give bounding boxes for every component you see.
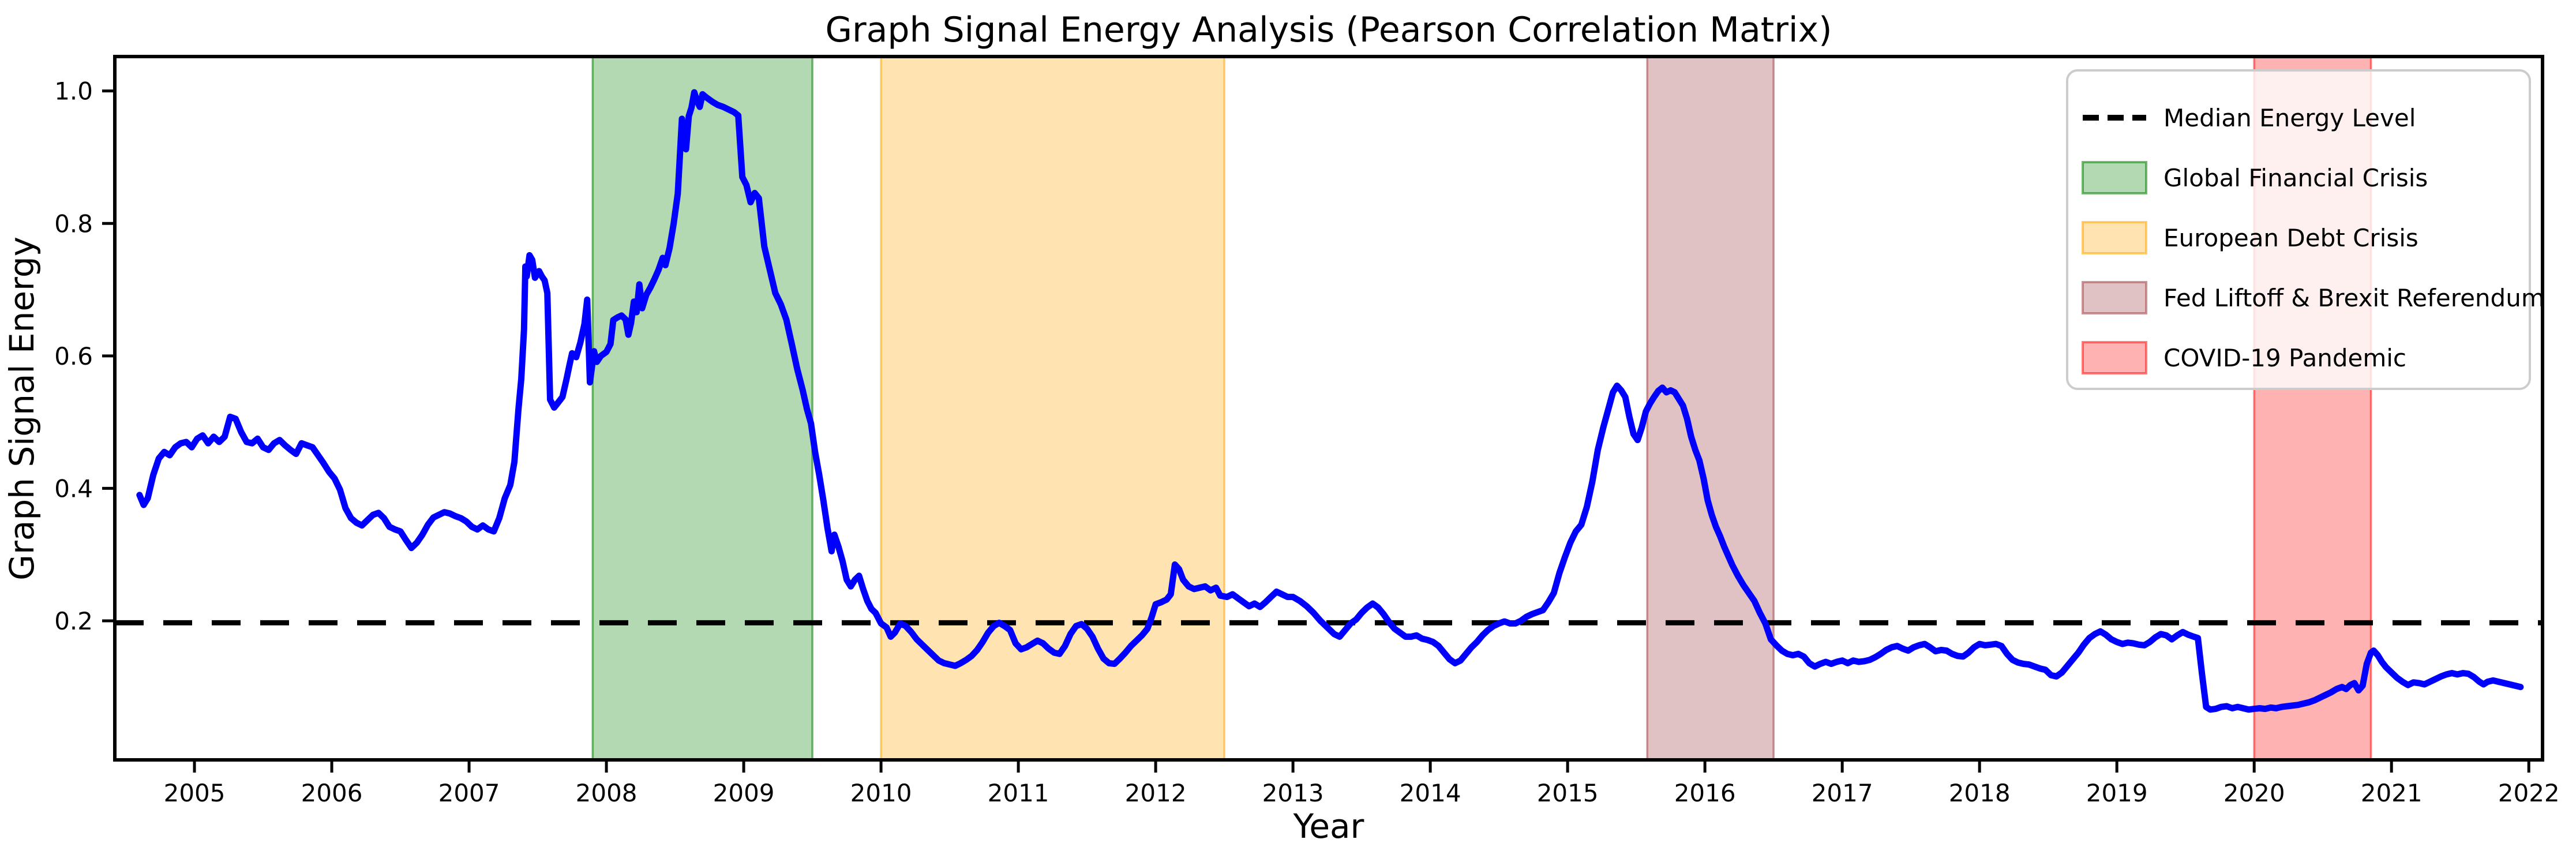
legend-handle-patch	[2082, 281, 2147, 314]
x-tick-label-2011: 2011	[988, 779, 1049, 807]
legend-box	[2066, 69, 2531, 390]
legend: Median Energy Level Global Financial Cris…	[2066, 69, 2545, 390]
legend-item-label: Median Energy Level	[2163, 104, 2416, 132]
data-line-graph-signal-energy	[136, 89, 2524, 713]
x-tick-label-2006: 2006	[301, 779, 363, 807]
x-tick-label-2007: 2007	[438, 779, 500, 807]
x-tick-label-2022: 2022	[2498, 779, 2560, 807]
y-tick-label-0.8: 0.8	[54, 209, 93, 238]
x-axis-label: Year	[1293, 807, 1364, 846]
axes-layer: 2005 2006 2007 2008 2009 2010 2011 2012 2013 2014…	[54, 55, 2560, 807]
x-tick-label-2014: 2014	[1400, 779, 1461, 807]
legend-item-label: Global Financial Crisis	[2163, 164, 2428, 192]
legend-item-label: European Debt Crisis	[2163, 224, 2418, 252]
y-tick-label-1.0: 1.0	[54, 77, 93, 106]
legend-item-european-debt-crisis: European Debt Crisis	[2082, 221, 2418, 254]
y-tick-label-0.4: 0.4	[54, 474, 93, 503]
data-series-layer	[136, 89, 2524, 713]
x-tick-label-2008: 2008	[576, 779, 638, 807]
x-tick-label-2015: 2015	[1537, 779, 1599, 807]
region-global-financial-crisis	[591, 55, 813, 761]
legend-handle-patch	[2082, 341, 2147, 374]
legend-item-median-energy-level: Median Energy Level	[2083, 104, 2416, 132]
chart-title: Graph Signal Energy Analysis (Pearson Co…	[825, 10, 1832, 50]
x-tick-label-2012: 2012	[1125, 779, 1187, 807]
legend-handle-patch	[2082, 161, 2147, 194]
x-tick-label-2009: 2009	[713, 779, 775, 807]
legend-handle-patch	[2082, 221, 2147, 254]
x-tick-label-2016: 2016	[1674, 779, 1736, 807]
legend-item-label: COVID-19 Pandemic	[2163, 344, 2406, 372]
plot-border	[113, 55, 2544, 762]
legend-item-covid-19-pandemic: COVID-19 Pandemic	[2082, 341, 2406, 374]
x-tick-label-2017: 2017	[1812, 779, 1873, 807]
x-tick-label-2013: 2013	[1262, 779, 1324, 807]
legend-item-fed-liftoff-brexit-referendum: Fed Liftoff & Brexit Referendum	[2082, 281, 2545, 314]
x-tick-label-2020: 2020	[2223, 779, 2285, 807]
legend-item-global-financial-crisis: Global Financial Crisis	[2082, 161, 2428, 194]
y-tick-label-0.6: 0.6	[54, 342, 93, 370]
region-european-debt-crisis	[880, 55, 1225, 761]
x-tick-label-2018: 2018	[1949, 779, 2011, 807]
y-tick-label-0.2: 0.2	[54, 607, 93, 635]
x-tick-label-2005: 2005	[164, 779, 226, 807]
legend-item-label: Fed Liftoff & Brexit Referendum	[2163, 284, 2545, 312]
x-tick-label-2021: 2021	[2361, 779, 2423, 807]
x-tick-label-2019: 2019	[2086, 779, 2148, 807]
x-tick-label-2010: 2010	[850, 779, 912, 807]
y-axis-label: Graph Signal Energy	[2, 237, 42, 580]
region-fed-liftoff-brexit-referendum	[1646, 55, 1775, 761]
